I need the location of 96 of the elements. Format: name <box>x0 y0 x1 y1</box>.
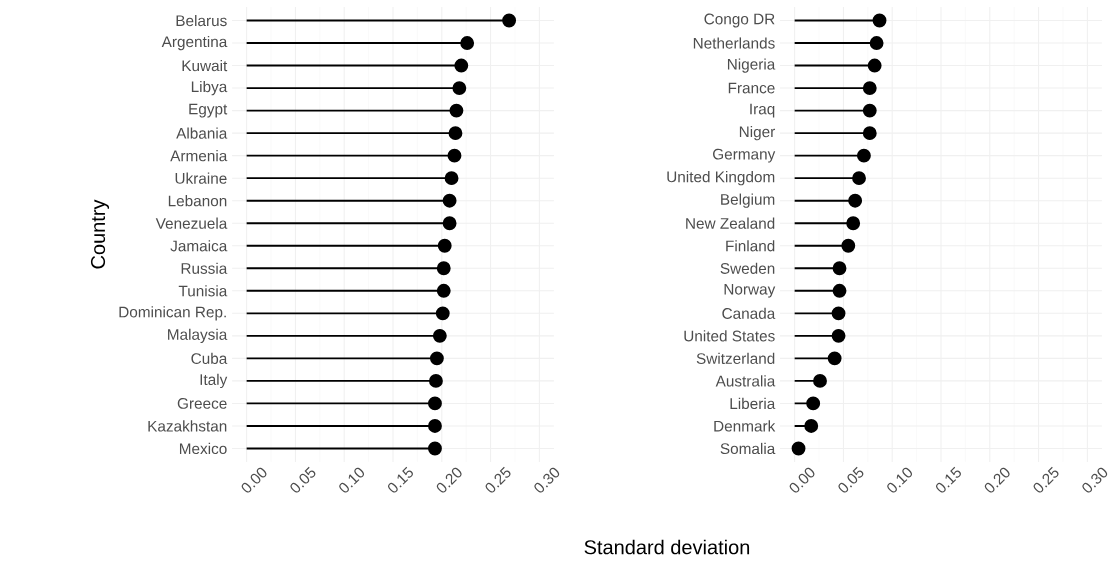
point <box>442 216 457 231</box>
point <box>872 13 887 28</box>
y-tick-label: Greece <box>177 398 227 409</box>
point <box>856 148 871 163</box>
point <box>436 261 451 276</box>
y-tick-label: Denmark <box>714 420 776 432</box>
point <box>447 148 462 163</box>
x-tick-label: 0.10 <box>887 467 913 493</box>
point <box>448 126 463 141</box>
y-tick-label: Kazakhstan <box>148 420 227 432</box>
x-axis-title: Standard deviation <box>584 539 750 555</box>
y-tick-label: Kuwait <box>182 59 228 72</box>
x-tick-label: 0.30 <box>534 467 560 493</box>
x-tick-label: 0.00 <box>241 467 267 493</box>
point <box>832 283 847 298</box>
point <box>442 193 457 208</box>
y-tick-label: Belgium <box>721 193 775 208</box>
x-tick-label: 0.05 <box>838 466 864 493</box>
point <box>831 328 846 343</box>
y-tick-label: Jamaica <box>170 240 228 252</box>
x-tick-label: 0.15 <box>935 466 961 493</box>
y-tick-label: United States <box>684 330 775 342</box>
point <box>862 103 877 118</box>
y-tick-label: Niger <box>739 125 776 141</box>
point <box>791 441 806 456</box>
point <box>435 306 450 321</box>
y-tick-label: Germany <box>713 148 776 163</box>
x-tick-label: 0.20 <box>984 467 1010 493</box>
point <box>452 81 467 96</box>
point <box>831 306 846 321</box>
y-tick-label: Armenia <box>170 150 228 162</box>
y-tick-label: Tunisia <box>178 285 228 297</box>
point <box>846 216 861 231</box>
x-tick-label: 0.25 <box>485 466 511 493</box>
x-tick-label: 0.30 <box>1082 467 1108 493</box>
x-tick-label: 0.15 <box>388 466 413 493</box>
point <box>832 261 847 276</box>
point <box>813 373 827 388</box>
y-tick-label: Sweden <box>720 262 775 274</box>
point <box>437 238 452 253</box>
point <box>429 351 444 366</box>
point <box>867 58 882 73</box>
y-tick-label: Belarus <box>176 14 227 27</box>
y-tick-label: Nigeria <box>727 58 776 73</box>
y-tick-label: Italy <box>200 373 228 389</box>
y-tick-label: United Kingdom <box>667 171 775 186</box>
x-tick-label: 0.25 <box>1033 466 1059 493</box>
y-tick-label: Canada <box>722 307 776 319</box>
point <box>428 396 442 411</box>
y-tick-label: Mexico <box>179 442 227 455</box>
y-axis-title: Country <box>90 199 110 269</box>
point <box>804 419 819 433</box>
point <box>454 58 469 73</box>
x-tick-label: 0.10 <box>339 467 365 493</box>
point <box>862 126 877 141</box>
point <box>806 396 821 411</box>
y-tick-label: Dominican Rep. <box>119 306 226 321</box>
point <box>502 13 517 28</box>
point <box>841 238 856 253</box>
point <box>444 171 459 186</box>
point <box>449 103 464 118</box>
y-tick-label: Cuba <box>191 352 228 364</box>
y-tick-label: Ukraine <box>175 172 227 184</box>
y-tick-label: Lebanon <box>168 195 227 207</box>
y-tick-label: France <box>728 82 775 94</box>
y-tick-label: Iraq <box>750 103 775 118</box>
point <box>428 441 442 456</box>
x-tick-label: 0.20 <box>436 467 462 493</box>
y-tick-label: Malaysia <box>168 328 228 343</box>
y-tick-label: Libya <box>191 80 228 96</box>
point <box>460 36 475 50</box>
point <box>428 419 442 433</box>
y-tick-label: Argentina <box>161 35 228 51</box>
point <box>852 171 866 186</box>
point <box>869 36 884 50</box>
y-tick-label: Russia <box>181 262 228 274</box>
y-tick-label: Congo DR <box>704 13 775 28</box>
point <box>428 373 443 388</box>
y-tick-label: Switzerland <box>696 352 775 364</box>
x-tick-label: 0.05 <box>290 466 316 493</box>
y-tick-label: Venezuela <box>155 217 228 229</box>
y-tick-label: Liberia <box>730 397 776 410</box>
point <box>432 328 447 343</box>
y-tick-label: New Zealand <box>686 217 775 229</box>
y-tick-label: Norway <box>724 283 776 298</box>
y-tick-label: Netherlands <box>693 37 775 49</box>
point <box>827 351 842 366</box>
point <box>862 81 877 96</box>
point <box>848 193 863 208</box>
x-tick-label: 0.00 <box>789 467 815 493</box>
y-tick-label: Albania <box>176 127 228 139</box>
y-tick-label: Egypt <box>189 103 228 118</box>
y-tick-label: Finland <box>726 240 775 252</box>
point <box>436 283 451 298</box>
y-tick-label: Somalia <box>720 442 776 455</box>
y-tick-label: Australia <box>715 375 776 387</box>
